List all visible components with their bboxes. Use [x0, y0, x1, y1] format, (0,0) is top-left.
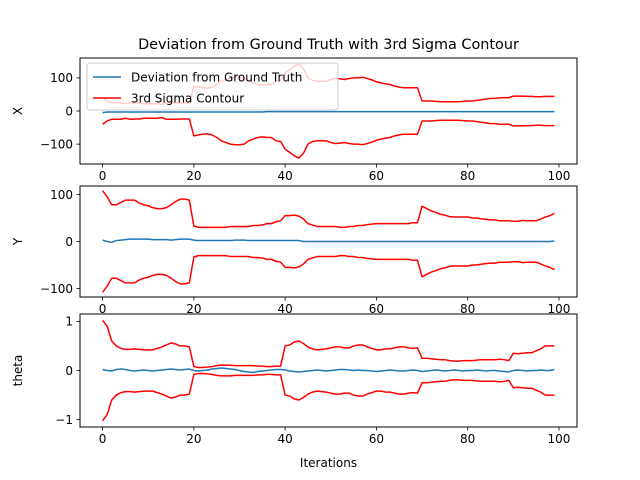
sigma-lower-line [101, 372, 555, 422]
legend-entry: Deviation from Ground Truth [131, 70, 302, 84]
x-tick-label: 0 [99, 169, 107, 183]
x-tick-label: 60 [369, 432, 384, 446]
x-tick-label: 40 [278, 432, 293, 446]
plot-lines [101, 319, 555, 422]
sigma-lower-line [102, 116, 555, 159]
legend-entry: 3rd Sigma Contour [131, 91, 244, 105]
x-tick-label: 20 [186, 169, 201, 183]
deviation-line [102, 110, 555, 114]
y-tick-label: 1 [65, 315, 73, 329]
chart-title: Deviation from Ground Truth with 3rd Sig… [138, 37, 519, 53]
plot-lines [101, 190, 555, 293]
x-tick-label: 60 [369, 169, 384, 183]
subplot-2: 0 20 40 60 80 100 −100 0 100 Y [11, 185, 578, 316]
x-tick-label: 100 [548, 169, 571, 183]
x-axis-label: Iterations [300, 456, 357, 470]
x-tick-label: 0 [99, 302, 107, 316]
x-tick-label: 80 [460, 302, 475, 316]
deviation-line [102, 238, 555, 244]
x-tick-label: 40 [278, 302, 293, 316]
x-tick-label: 80 [460, 432, 475, 446]
y-tick-label: 0 [65, 235, 73, 249]
x-tick-label: 0 [99, 432, 107, 446]
legend: Deviation from Ground Truth 3rd Sigma Con… [86, 62, 339, 111]
x-tick-label: 40 [278, 169, 293, 183]
deviation-line [102, 367, 555, 374]
legend-box [86, 62, 339, 111]
x-tick-label: 80 [460, 169, 475, 183]
y-axis-label: theta [11, 355, 25, 387]
y-axis-label: X [11, 107, 25, 115]
y-tick-label: 0 [65, 104, 73, 118]
y-axis-label: Y [11, 237, 25, 246]
x-tick-label: 100 [548, 302, 571, 316]
x-tick-label: 20 [186, 432, 201, 446]
sigma-lower-line [101, 254, 555, 293]
y-tick-label: −100 [40, 137, 73, 151]
y-tick-label: 100 [50, 188, 73, 202]
sigma-upper-line [101, 190, 555, 229]
y-tick-label: 100 [50, 71, 73, 85]
y-tick-label: −1 [55, 413, 73, 427]
y-tick-label: −100 [40, 282, 73, 296]
x-tick-label: 100 [548, 432, 571, 446]
y-tick-label: 0 [65, 364, 73, 378]
sigma-upper-line [101, 319, 555, 369]
x-tick-label: 60 [369, 302, 384, 316]
x-tick-label: 20 [186, 302, 201, 316]
subplot-3: 0 20 40 60 80 100 −1 0 1 theta [11, 313, 578, 446]
